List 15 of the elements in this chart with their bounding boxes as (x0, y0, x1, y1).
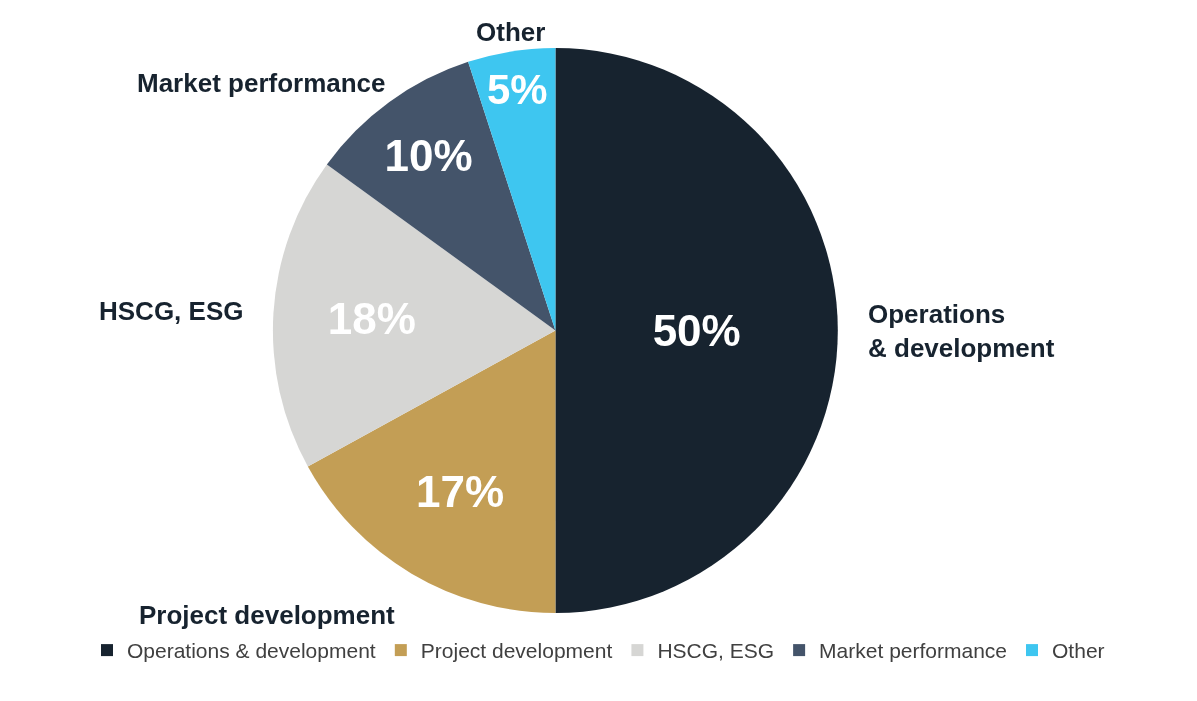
data-label: 17% (416, 467, 505, 517)
text: HSCG, ESG (99, 296, 244, 326)
legend-label: HSCG, ESG (657, 639, 775, 663)
data-label: 5% (486, 65, 548, 113)
text: Market performance (137, 68, 386, 98)
data-label: 50% (652, 306, 741, 355)
legend-label: Market performance (819, 639, 1008, 663)
text: Operations & development (868, 299, 1055, 363)
legend-label: Project development (420, 639, 613, 663)
legend-label: Other (1052, 639, 1105, 663)
data-label: 10% (384, 131, 473, 181)
text: Project development (139, 600, 396, 630)
text: Other (476, 17, 546, 47)
legend-label: Operations & development (127, 639, 376, 663)
pie-slice (555, 48, 838, 613)
